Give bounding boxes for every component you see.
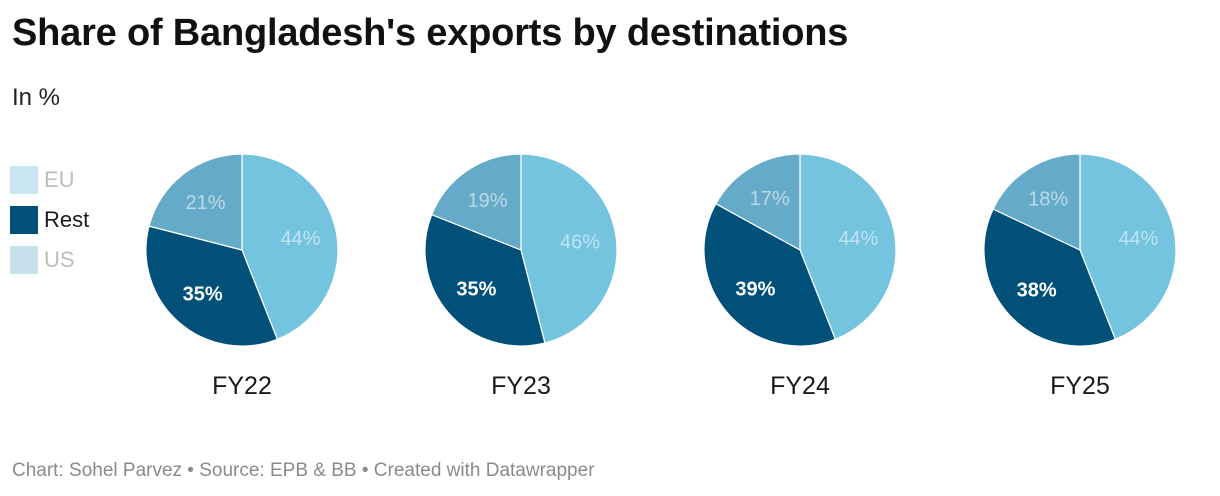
data-label-fy25-us: 18% [1028,189,1068,211]
data-label-fy22-us: 21% [186,192,226,214]
pie-slice-fy22-rest[interactable] [145,225,279,347]
data-label-fy24-eu: 44% [838,228,878,250]
pie-slice-fy24-eu[interactable] [799,153,897,341]
legend-swatch-us [10,246,38,274]
pie-slice-fy25-rest[interactable] [983,208,1117,347]
legend-swatch-eu [10,166,38,194]
pie-fy22: 44% 35% 21% FY22 [145,153,339,400]
data-label-fy24-us: 17% [750,188,790,210]
data-label-fy22-eu: 44% [280,228,320,250]
pie-slice-fy25-us[interactable] [992,153,1081,251]
pie-caption-fy25: FY25 [1050,372,1110,400]
legend-item-rest[interactable]: Rest [10,206,89,234]
pie-fy25: 44% 38% 18% FY25 [983,153,1177,400]
legend: EU Rest US [10,166,89,286]
pie-slice-fy25-eu[interactable] [1079,153,1177,341]
data-label-fy25-eu: 44% [1118,228,1158,250]
pie-slice-fy24-us[interactable] [715,153,801,252]
chart-subtitle: In % [12,84,61,111]
data-label-fy23-rest: 35% [456,278,496,300]
pie-slice-fy23-us[interactable] [430,153,522,251]
pie-fy23: 46% 35% 19% FY23 [424,153,618,400]
chart-footer: Chart: Sohel Parvez • Source: EPB & BB •… [12,460,595,481]
legend-item-eu[interactable]: EU [10,166,89,194]
pie-slice-fy23-eu[interactable] [520,153,618,344]
pie-slice-fy22-us[interactable] [148,153,243,251]
pie-slice-fy24-rest[interactable] [703,202,837,347]
pie-slice-fy23-rest[interactable] [424,213,546,347]
chart-title: Share of Bangladesh's exports by destina… [12,12,849,54]
legend-item-us[interactable]: US [10,246,89,274]
legend-label-rest: Rest [44,207,90,232]
pie-caption-fy24: FY24 [770,372,830,400]
legend-swatch-rest [10,206,38,234]
legend-label-us: US [44,247,75,272]
pie-slice-fy22-eu[interactable] [241,153,339,341]
pie-caption-fy23: FY23 [491,372,551,400]
data-label-fy23-eu: 46% [560,232,600,254]
legend-label-eu: EU [44,167,75,192]
data-label-fy24-rest: 39% [735,278,775,300]
data-label-fy23-us: 19% [468,190,508,212]
pie-charts: 44%35%21%FY2246%35%19%FY2344%39%17%FY244… [145,153,1177,400]
data-label-fy25-rest: 38% [1017,280,1057,302]
pie-fy24: 44% 39% 17% FY24 [703,153,897,400]
data-label-fy22-rest: 35% [183,284,223,306]
pie-caption-fy22: FY22 [212,372,272,400]
